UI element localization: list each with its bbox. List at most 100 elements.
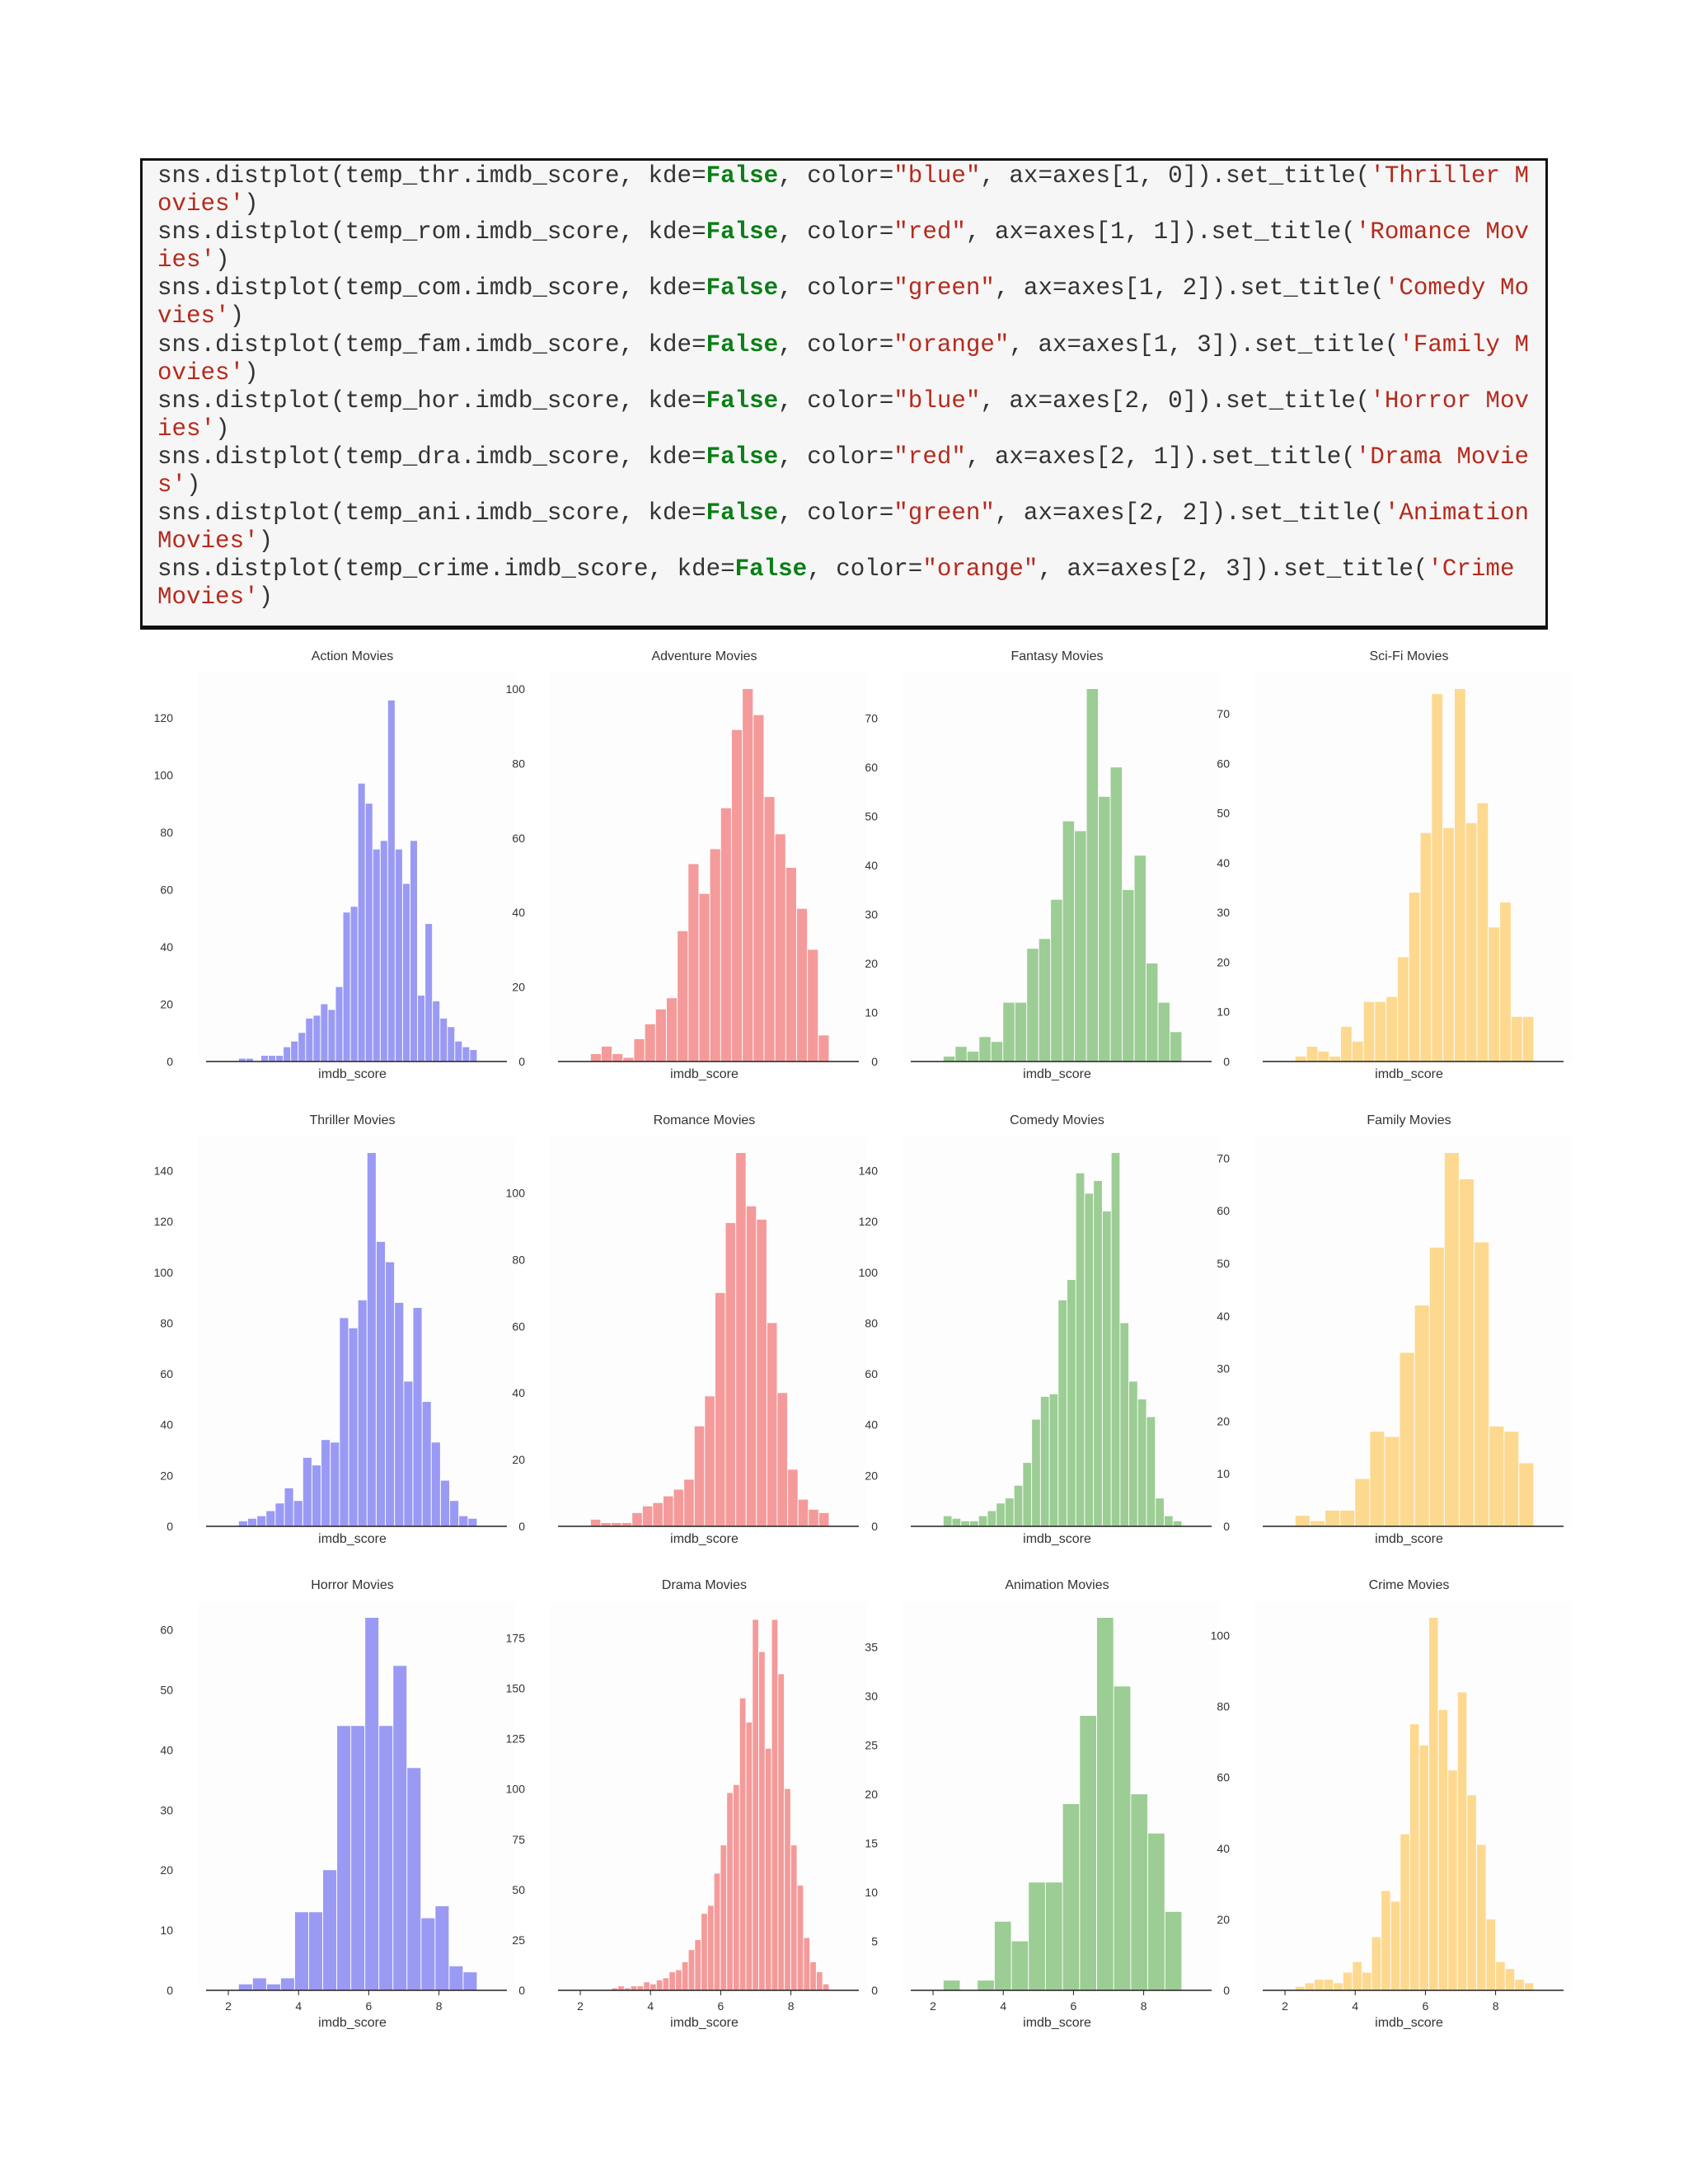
x-tick-label: 4: [647, 1999, 654, 2013]
y-tick-label: 0: [1223, 1520, 1230, 1533]
histogram-bar: [1457, 1692, 1467, 1990]
histogram-bar: [1390, 1901, 1400, 1990]
code-keyword: False: [706, 499, 779, 527]
histogram-bar: [410, 841, 418, 1062]
histogram-bar: [644, 1982, 649, 1990]
code-string: "red": [893, 218, 966, 246]
histogram-bar: [731, 729, 743, 1062]
y-tick-label: 50: [512, 1883, 525, 1896]
y-tick-label: 40: [512, 1386, 525, 1399]
y-tick-label: 100: [154, 1266, 174, 1279]
code-line: sns.distplot(temp_hor.imdb_score, kde=Fa…: [157, 387, 1531, 443]
code-text: , ax=axes[2, 0]).set_title(: [980, 387, 1371, 415]
histogram-bar: [955, 1047, 967, 1062]
histogram-bar: [764, 797, 775, 1062]
histogram-bar: [418, 996, 425, 1062]
histogram-bar: [433, 1001, 440, 1062]
code-line: sns.distplot(temp_thr.imdb_score, kde=Fa…: [157, 162, 1531, 218]
histogram-bar: [1429, 1247, 1444, 1526]
histogram-bar: [634, 1038, 645, 1062]
histogram-bar: [987, 1511, 996, 1526]
histogram-bar: [688, 1950, 695, 1990]
histogram-bar: [252, 1978, 266, 1990]
chart-title: Romance Movies: [654, 1113, 756, 1127]
histogram-bar: [1467, 1795, 1476, 1990]
histogram-bar: [1400, 1352, 1414, 1526]
histogram-bar: [455, 1041, 462, 1062]
histogram-bar: [367, 1153, 376, 1526]
histogram-bar: [321, 1004, 328, 1062]
histogram-bar: [1476, 1844, 1486, 1990]
histogram-bar: [1146, 963, 1158, 1062]
code-text: ): [229, 302, 245, 330]
code-text: , ax=axes[1, 0]).set_title(: [980, 162, 1371, 190]
code-string: 'Family Movies': [157, 330, 1529, 387]
y-tick-label: 175: [506, 1631, 526, 1644]
y-tick-label: 0: [1223, 1984, 1230, 1997]
code-line: sns.distplot(temp_crime.imdb_score, kde=…: [157, 555, 1531, 612]
histogram-bar: [656, 1980, 663, 1990]
histogram-bar: [1489, 1426, 1504, 1526]
histogram-bar: [757, 1219, 767, 1526]
histogram-bar: [1029, 1882, 1045, 1990]
histogram-bar: [818, 1035, 829, 1062]
histogram-bar: [431, 1442, 440, 1526]
x-axis-label: imdb_score: [1023, 1067, 1091, 1081]
chart-title: Family Movies: [1367, 1113, 1451, 1127]
histogram-bar: [682, 1961, 688, 1990]
y-tick-label: 140: [859, 1165, 879, 1178]
histogram-bar: [1146, 1417, 1156, 1526]
code-keyword: False: [706, 162, 779, 190]
histogram-bar: [1381, 1891, 1390, 1990]
chart-title: Crime Movies: [1369, 1578, 1450, 1592]
histogram-bar: [1355, 1479, 1370, 1526]
code-line: sns.distplot(temp_fam.imdb_score, kde=Fa…: [157, 331, 1531, 387]
histogram-bar: [1295, 1986, 1305, 1990]
y-tick-label: 100: [859, 1266, 879, 1279]
y-tick-label: 20: [160, 997, 173, 1010]
histogram-bar: [358, 783, 365, 1062]
histogram-bar: [818, 1512, 829, 1526]
code-text: ): [186, 471, 201, 499]
histogram-bar: [238, 1984, 252, 1990]
histogram-bar: [788, 1469, 798, 1526]
histogram-bar: [1305, 1983, 1314, 1990]
histogram-bar: [402, 883, 410, 1062]
code-string: 'Drama Movies': [157, 443, 1529, 499]
histogram-bar: [1448, 1770, 1457, 1990]
histogram-bar: [1454, 689, 1465, 1062]
y-tick-label: 60: [1217, 1771, 1230, 1784]
histogram-bar: [645, 1024, 655, 1062]
histogram-bar: [1496, 1961, 1505, 1990]
histogram-bar: [642, 1506, 653, 1526]
histogram-bar: [1385, 1436, 1400, 1526]
histogram-bar: [823, 1984, 829, 1990]
histogram-bar: [1314, 1980, 1324, 1990]
y-tick-label: 100: [506, 1783, 526, 1796]
code-text: sns.distplot(temp_crime.imdb_score, kde=: [157, 555, 735, 583]
y-tick-label: 0: [166, 1984, 173, 1997]
chart-title: Drama Movies: [662, 1578, 747, 1592]
histogram-bar: [386, 1262, 395, 1526]
y-tick-label: 80: [1217, 1700, 1230, 1713]
y-tick-label: 120: [154, 1215, 174, 1228]
x-tick-label: 8: [436, 1999, 443, 2013]
histogram-bar: [666, 998, 678, 1062]
x-tick-label: 4: [1352, 1999, 1358, 2013]
histogram-bar: [746, 1722, 753, 1990]
histogram-bar: [337, 1726, 351, 1990]
histogram-bar: [1173, 1521, 1182, 1526]
histogram-bar: [720, 808, 731, 1062]
y-tick-label: 40: [512, 906, 525, 919]
histogram-bar: [688, 864, 699, 1062]
histogram-bar: [961, 1521, 969, 1526]
code-cell[interactable]: sns.distplot(temp_thr.imdb_score, kde=Fa…: [140, 158, 1548, 628]
y-tick-label: 60: [1217, 1204, 1230, 1217]
histogram-bar: [733, 1784, 739, 1990]
code-text: , ax=axes[1, 1]).set_title(: [965, 218, 1356, 246]
code-string: "blue": [893, 162, 981, 190]
y-tick-label: 0: [518, 1055, 525, 1068]
histogram-bar: [407, 1768, 421, 1990]
histogram-bar: [413, 1307, 422, 1526]
histogram-bar: [701, 1914, 707, 1990]
